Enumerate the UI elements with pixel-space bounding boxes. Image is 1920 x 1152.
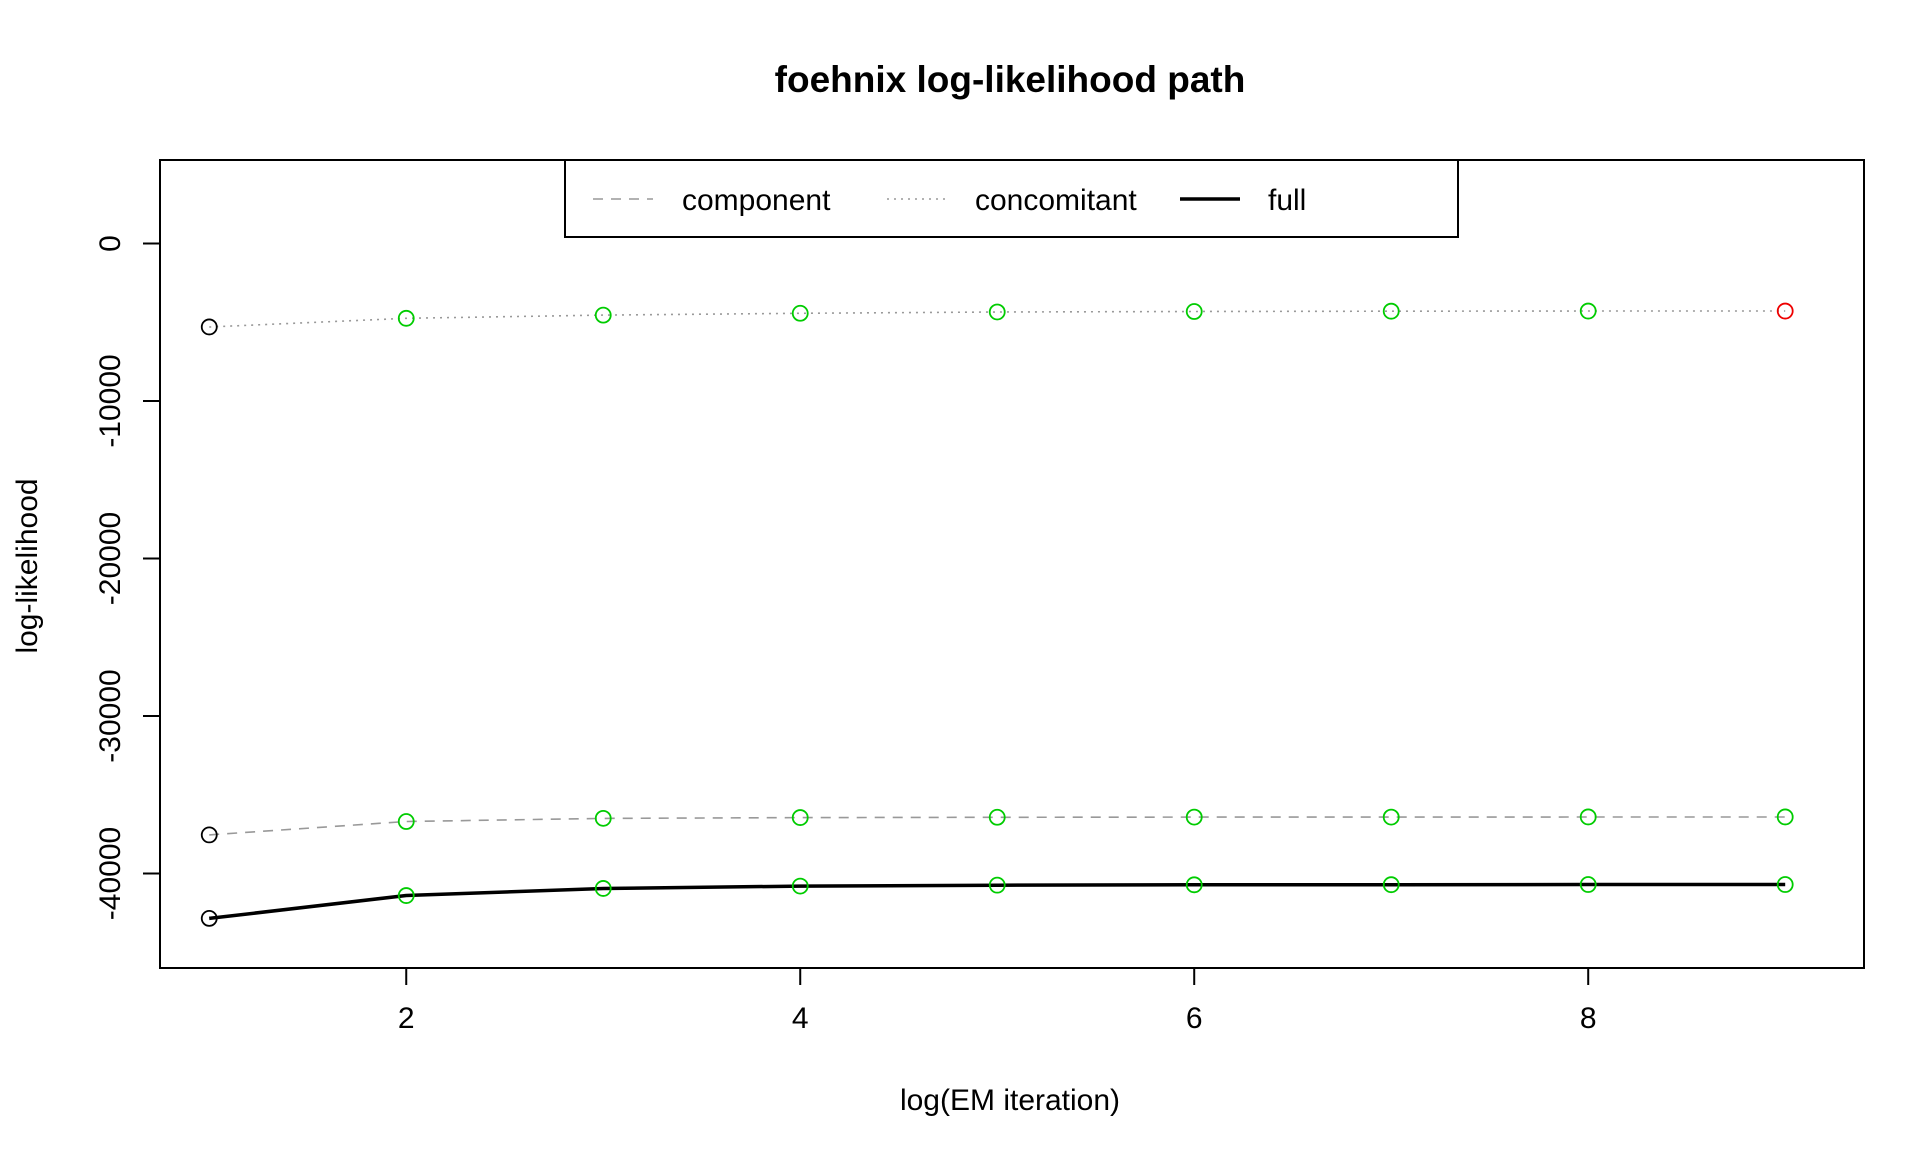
point-concomitant bbox=[1579, 302, 1597, 320]
marker-layer bbox=[200, 302, 1794, 927]
x-tick-label: 4 bbox=[792, 1002, 809, 1035]
x-axis: 2 4 6 8 bbox=[398, 967, 1597, 1035]
x-tick-label: 6 bbox=[1186, 1002, 1203, 1035]
chart-title: foehnix log-likelihood path bbox=[775, 59, 1246, 100]
point-full bbox=[1579, 876, 1597, 893]
point-component bbox=[1382, 808, 1400, 826]
legend: component concomitant full bbox=[564, 159, 1459, 238]
point-component bbox=[1776, 808, 1794, 826]
series-line-component bbox=[209, 816, 1786, 836]
point-component bbox=[791, 809, 809, 826]
point-concomitant bbox=[988, 303, 1006, 321]
point-full bbox=[988, 876, 1006, 894]
point-full bbox=[594, 880, 612, 897]
point-full bbox=[1776, 876, 1794, 893]
legend-concomitant-label: concomitant bbox=[975, 184, 1137, 217]
point-concomitant bbox=[397, 309, 415, 327]
point-concomitant bbox=[1382, 302, 1400, 320]
point-full bbox=[791, 877, 809, 895]
point-component bbox=[200, 826, 218, 844]
y-axis-label: log-likelihood bbox=[11, 478, 44, 653]
plot-frame bbox=[159, 159, 1865, 969]
point-concomitant bbox=[200, 318, 218, 336]
point-full bbox=[397, 887, 415, 904]
legend-full-label: full bbox=[1268, 184, 1306, 217]
y-tick-label: -30000 bbox=[94, 669, 127, 762]
legend-component-label: component bbox=[682, 184, 831, 217]
point-concomitant bbox=[1776, 302, 1794, 320]
series-line-full bbox=[208, 882, 1786, 921]
point-component bbox=[594, 809, 612, 827]
series-layer bbox=[208, 310, 1786, 921]
y-tick-label: -10000 bbox=[94, 354, 127, 447]
y-tick-label: -20000 bbox=[94, 512, 127, 605]
x-tick-label: 8 bbox=[1580, 1002, 1597, 1035]
y-axis: 0 -10000 -20000 -30000 -40000 bbox=[94, 235, 161, 920]
point-concomitant bbox=[791, 304, 809, 322]
point-concomitant bbox=[1185, 303, 1203, 320]
x-axis-label: log(EM iteration) bbox=[900, 1084, 1120, 1117]
y-tick-label: -40000 bbox=[94, 827, 127, 920]
point-component bbox=[1185, 808, 1203, 826]
point-full bbox=[1185, 876, 1203, 894]
legend-box bbox=[564, 159, 1459, 238]
y-tick-label: 0 bbox=[94, 235, 127, 252]
point-full bbox=[200, 909, 218, 927]
point-component bbox=[397, 813, 415, 830]
point-concomitant bbox=[594, 306, 612, 324]
point-component bbox=[1579, 808, 1597, 826]
point-full bbox=[1382, 876, 1400, 894]
point-component bbox=[988, 808, 1006, 826]
x-tick-label: 2 bbox=[398, 1002, 415, 1035]
